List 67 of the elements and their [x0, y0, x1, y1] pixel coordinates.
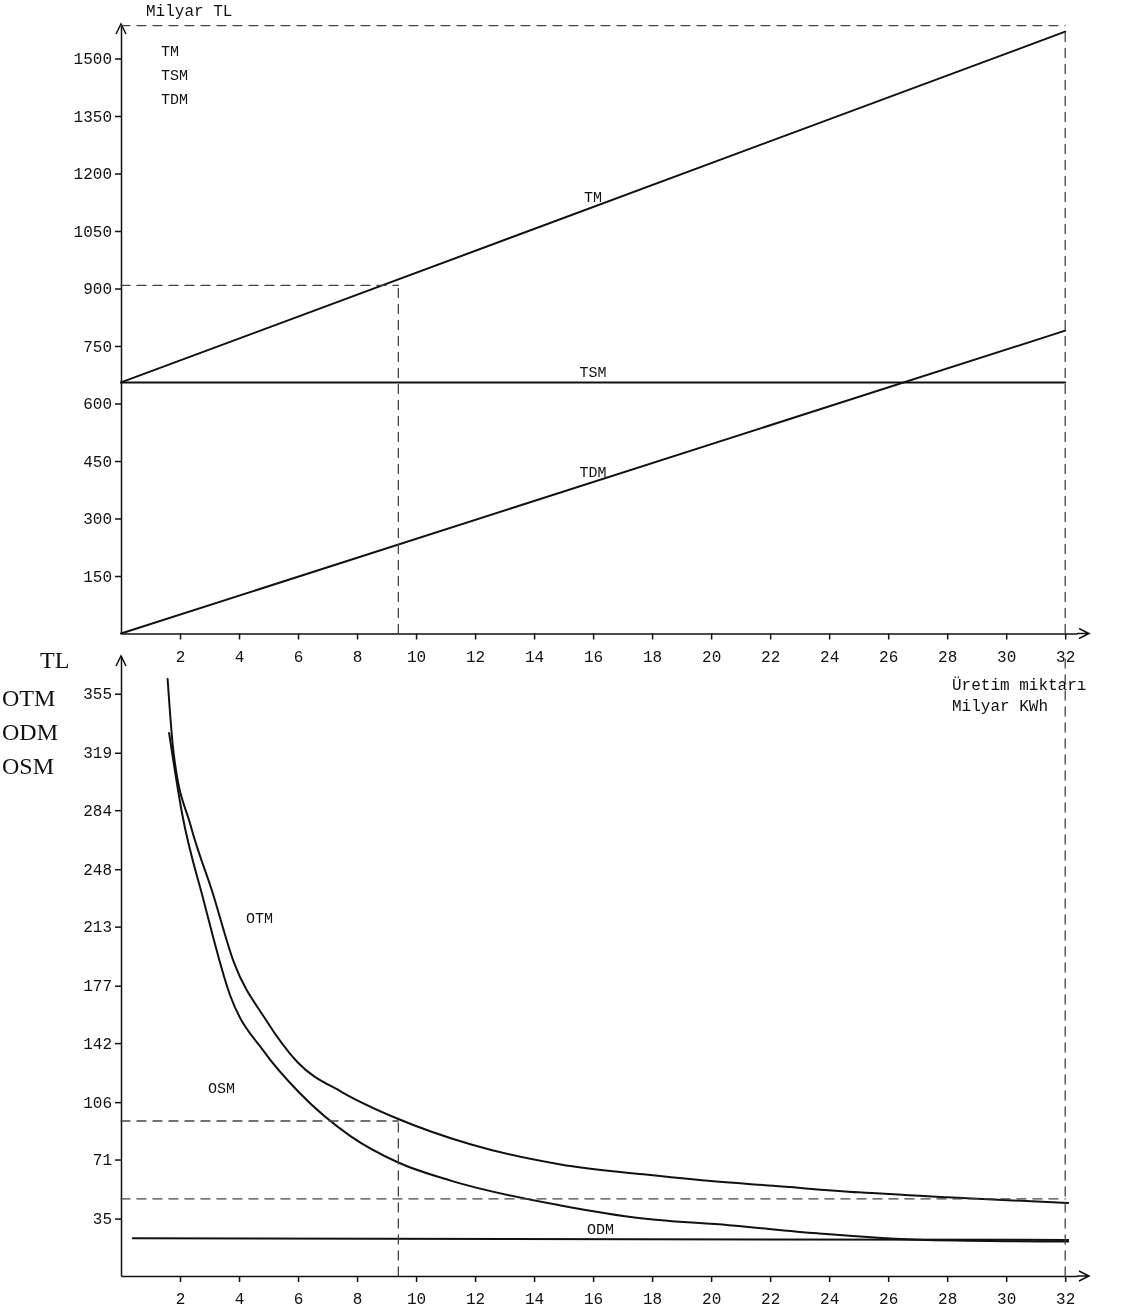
- annotation: TM: [161, 44, 180, 61]
- x-tick-label: 18: [643, 1291, 663, 1310]
- x-tick-label: 18: [643, 648, 663, 667]
- x-tick-label: 14: [524, 1291, 545, 1310]
- series-label: ODM: [586, 1222, 614, 1240]
- x-tick-label: 2: [175, 648, 186, 667]
- y-tick-label: 1050: [73, 223, 112, 242]
- series-label: TSM: [579, 365, 607, 383]
- x-tick-label: 32: [1056, 648, 1076, 667]
- y-tick-label: 600: [83, 396, 112, 415]
- text: OSM: [2, 753, 55, 779]
- y-tick-label: 284: [83, 802, 112, 821]
- x-axis-title: Üretim miktarı Milyar KWh: [952, 676, 1087, 716]
- x-tick-label: 20: [702, 1291, 722, 1310]
- y-tick-label: 213: [83, 919, 112, 938]
- y-tick-label: 450: [83, 453, 112, 472]
- x-tick-label: 12: [465, 1291, 486, 1310]
- x-tick-label: 24: [820, 648, 840, 667]
- x-tick-label: 6: [293, 1291, 304, 1310]
- x-tick-label: 10: [406, 648, 427, 667]
- series-label: TDM: [579, 465, 607, 483]
- y-tick-label: 300: [83, 511, 112, 530]
- y-axis-title: Milyar TL: [146, 3, 233, 21]
- x-tick-label: 28: [938, 648, 958, 667]
- text: ODM: [2, 719, 59, 745]
- x-tick-label: 8: [352, 648, 363, 667]
- x-tick-label: 14: [524, 648, 545, 667]
- y-tick-label: 142: [83, 1035, 112, 1054]
- x-tick-label: 28: [938, 1291, 958, 1310]
- x-tick-label: 30: [997, 1291, 1017, 1310]
- x-tick-label: 6: [293, 648, 304, 667]
- y-tick-label: 177: [83, 978, 112, 997]
- y-tick-label: 1500: [73, 51, 112, 70]
- x-tick-label: 2: [175, 1291, 186, 1310]
- x-tick-label: 26: [879, 648, 899, 667]
- text: OSM: [207, 1080, 235, 1098]
- x-tick-label: 16: [584, 1291, 604, 1310]
- x-tick-label: 4: [234, 1291, 245, 1310]
- x-tick-label: 12: [465, 648, 486, 667]
- text: OTM: [2, 685, 56, 711]
- x-tick-label: 10: [406, 1291, 427, 1310]
- y-tick-label: 900: [83, 281, 112, 300]
- annotation: TSM: [161, 68, 189, 85]
- annotation: TDM: [161, 92, 189, 109]
- x-tick-label: 22: [761, 1291, 781, 1310]
- x-tick-label: 8: [352, 1291, 363, 1310]
- x-tick-label: 4: [234, 648, 245, 667]
- y-tick-label: 355: [83, 686, 112, 705]
- y-tick-label: 319: [83, 745, 112, 764]
- y-tick-label: 248: [83, 861, 112, 880]
- y-tick-label: 150: [83, 568, 112, 587]
- x-tick-label: 16: [584, 648, 604, 667]
- y-tick-label: 71: [92, 1152, 112, 1171]
- y-tick-label: 1350: [73, 108, 112, 127]
- x-tick-label: 32: [1056, 1291, 1076, 1310]
- series-label: OTM: [246, 910, 274, 928]
- y-axis-title: TL: [40, 647, 70, 673]
- y-tick-label: 750: [83, 338, 112, 357]
- y-tick-label: 1200: [73, 166, 112, 185]
- x-tick-label: 24: [820, 1291, 840, 1310]
- y-tick-label: 35: [92, 1211, 112, 1230]
- series-label: TM: [584, 190, 603, 208]
- y-tick-label: 106: [83, 1094, 112, 1113]
- x-tick-label: 20: [702, 648, 722, 667]
- x-tick-label: 30: [997, 648, 1017, 667]
- x-tick-label: 22: [761, 648, 781, 667]
- x-tick-label: 26: [879, 1291, 899, 1310]
